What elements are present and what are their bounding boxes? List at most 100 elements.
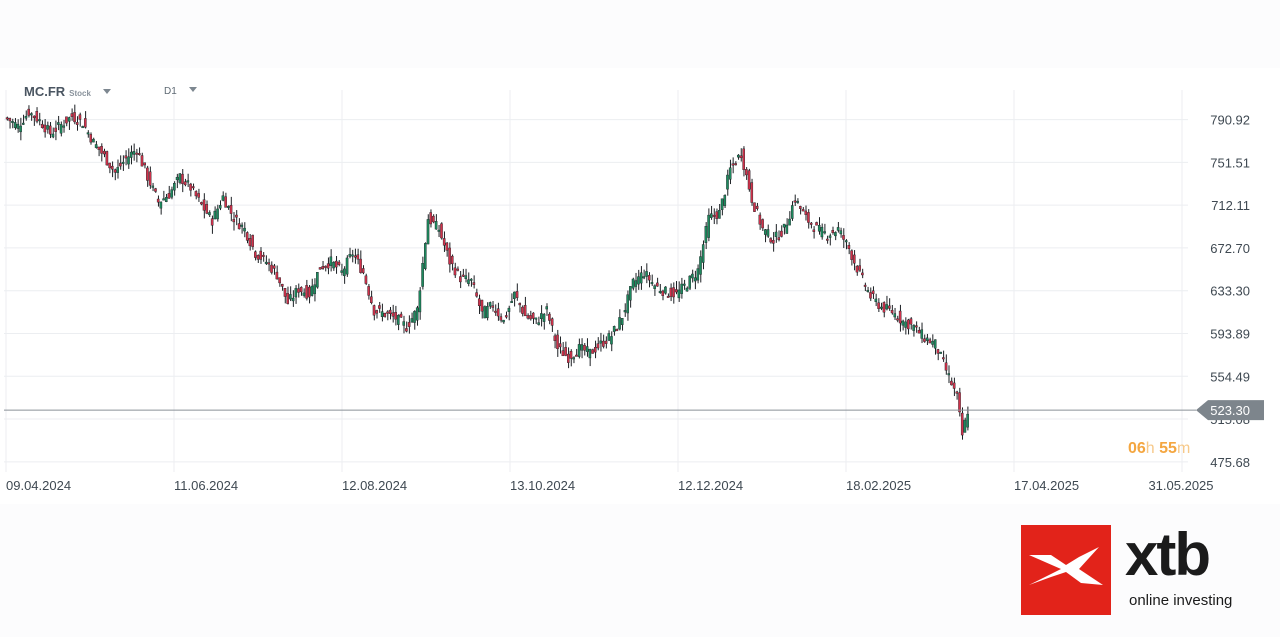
candle-down: [135, 152, 138, 155]
candle-down: [356, 254, 360, 260]
candle-down: [353, 255, 357, 258]
candle-up: [901, 320, 905, 326]
candle-up: [164, 197, 168, 203]
candle-down: [48, 125, 52, 135]
candle-up: [24, 116, 28, 119]
symbol-name: MC.FR: [24, 84, 66, 99]
candle-up: [294, 288, 298, 298]
candle-down: [456, 268, 459, 271]
candle-down: [183, 181, 187, 186]
chevron-down-icon[interactable]: [102, 89, 111, 94]
x-tick-label: 31.05.2025: [1148, 478, 1213, 493]
countdown-minutes-unit: m: [1176, 440, 1191, 457]
candle-down: [32, 115, 36, 119]
candle-up: [402, 321, 406, 326]
candle-up: [240, 224, 244, 227]
candle-down: [674, 289, 678, 293]
candle-up: [434, 221, 438, 230]
x-tick-label: 09.04.2024: [6, 478, 71, 493]
current-price-label: 523.30: [1210, 403, 1250, 418]
candle-up: [345, 257, 349, 275]
candles: [5, 104, 969, 440]
candle-down: [755, 205, 759, 209]
candle-up: [939, 351, 942, 354]
candle-up: [116, 167, 119, 173]
candle-up: [13, 122, 17, 128]
candle-up: [340, 270, 343, 273]
candle-up: [691, 273, 694, 279]
candle-down: [138, 153, 141, 156]
candle-down: [647, 275, 651, 281]
symbol-selector[interactable]: MC.FR Stock: [24, 84, 111, 102]
candle-down: [550, 318, 554, 326]
candle-up: [726, 174, 729, 190]
candle-down: [561, 350, 565, 357]
candle-up: [626, 294, 629, 314]
candle-up: [418, 290, 422, 313]
candle-down: [251, 235, 254, 247]
price-chart[interactable]: 09.04.2024 11.06.2024 12.08.2024 13.10.2024…: [0, 68, 1280, 504]
candle-down: [453, 267, 457, 276]
candle-down: [944, 362, 948, 371]
candle-up: [329, 256, 333, 266]
candle-down: [553, 335, 557, 341]
candle-down: [523, 305, 527, 317]
candle-up: [227, 205, 230, 208]
candle-up: [823, 231, 826, 234]
candle-up: [186, 180, 190, 183]
y-tick-label: 593.89: [1210, 326, 1250, 341]
candle-down: [861, 272, 864, 276]
candle-down: [780, 230, 783, 237]
candle-down: [256, 255, 260, 260]
candle-down: [146, 167, 149, 181]
candle-down: [942, 357, 945, 360]
candle-down: [27, 108, 30, 116]
countdown-minutes: 55: [1159, 440, 1177, 457]
candle-down: [753, 202, 756, 212]
candle-down: [494, 310, 497, 313]
candle-up: [264, 261, 268, 264]
candle-up: [707, 214, 710, 238]
candle-down: [712, 214, 716, 217]
candle-down: [739, 155, 743, 159]
candle-up: [774, 231, 778, 237]
x-tick-label: 18.02.2025: [846, 478, 911, 493]
candle-up: [173, 182, 176, 191]
candle-up: [540, 313, 543, 320]
candle-up: [132, 151, 136, 155]
candle-up: [664, 286, 667, 294]
candle-down: [124, 155, 128, 159]
candle-down: [472, 282, 476, 285]
chart-panel[interactable]: 09.04.2024 11.06.2024 12.08.2024 13.10.2024…: [0, 68, 1280, 504]
candle-down: [272, 265, 276, 269]
candle-down: [871, 290, 875, 295]
candle-up: [701, 244, 705, 263]
candle-up: [513, 291, 516, 300]
candle-down: [491, 305, 495, 308]
candle-up: [510, 301, 513, 304]
candle-down: [777, 237, 781, 240]
candle-up: [710, 213, 713, 218]
candle-up: [920, 329, 924, 339]
candle-down: [111, 165, 114, 170]
candle-up: [343, 268, 346, 277]
candle-up: [720, 198, 724, 210]
candle-up: [637, 276, 640, 285]
candle-up: [639, 272, 643, 284]
candle-down: [583, 344, 586, 351]
candle-down: [758, 214, 762, 225]
candle-down: [232, 219, 236, 223]
timeframe-selector[interactable]: D1: [164, 86, 197, 97]
candle-up: [580, 344, 584, 351]
candle-up: [488, 302, 492, 307]
candle-down: [812, 229, 816, 232]
chevron-down-icon[interactable]: [188, 87, 197, 92]
candle-up: [16, 123, 20, 129]
candle-up: [81, 126, 84, 129]
candle-down: [283, 288, 287, 297]
candle-down: [928, 339, 932, 344]
candle-down: [181, 173, 184, 184]
candle-down: [669, 287, 673, 297]
candle-down: [321, 266, 325, 269]
candle-down: [143, 162, 146, 166]
